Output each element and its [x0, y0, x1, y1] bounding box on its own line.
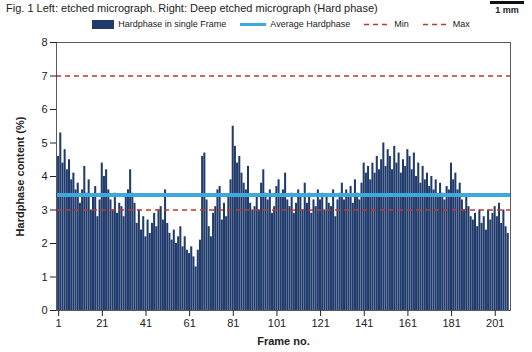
svg-text:41: 41 — [140, 317, 152, 329]
svg-text:2: 2 — [41, 237, 47, 249]
svg-text:141: 141 — [355, 317, 373, 329]
html-text:Fig. 1 Left: etched micrograph: Fig. 1 Left: etched micrograph. Right: D… — [6, 2, 378, 14]
svg-text:1: 1 — [41, 271, 47, 283]
svg-text:21: 21 — [96, 317, 108, 329]
html-text:1 mm: 1 mm — [495, 5, 519, 15]
svg-text:161: 161 — [399, 317, 417, 329]
html-text:Max: Max — [452, 19, 470, 29]
html-text:Average Hardphase: Average Hardphase — [270, 19, 351, 29]
svg-text:6: 6 — [41, 103, 47, 115]
svg-text:101: 101 — [268, 317, 286, 329]
svg-text:5: 5 — [41, 137, 47, 149]
svg-text:121: 121 — [311, 317, 329, 329]
svg-text:4: 4 — [41, 170, 47, 182]
html-text:Min: Min — [394, 19, 409, 29]
svg-text:Frame no.: Frame no. — [257, 335, 310, 347]
svg-text:201: 201 — [486, 317, 504, 329]
svg-text:7: 7 — [41, 70, 47, 82]
svg-text:Hardphase content (%): Hardphase content (%) — [14, 116, 26, 236]
svg-text:8: 8 — [41, 36, 47, 48]
svg-text:181: 181 — [442, 317, 460, 329]
svg-text:61: 61 — [184, 317, 196, 329]
html-text:Hardphase in single Frame: Hardphase in single Frame — [118, 19, 227, 29]
svg-text:1: 1 — [56, 317, 62, 329]
svg-text:81: 81 — [227, 317, 239, 329]
svg-text:0: 0 — [41, 304, 47, 316]
svg-text:3: 3 — [41, 204, 47, 216]
